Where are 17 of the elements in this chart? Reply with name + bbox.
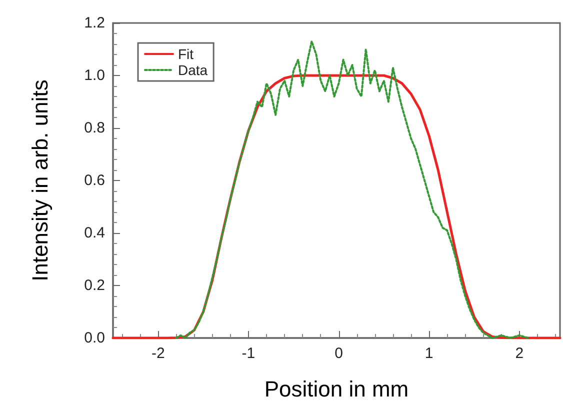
y-tick-label: 0.8 — [84, 120, 105, 136]
y-tick-label: 0.6 — [84, 172, 105, 189]
y-axis-title: Intensity in arb. units — [28, 80, 52, 282]
x-tick-label: -2 — [151, 345, 165, 362]
x-tick-label: 1 — [424, 345, 434, 362]
y-tick-label: 1.2 — [84, 14, 105, 32]
y-tick-label: 0.0 — [84, 330, 105, 346]
x-axis-title: Position in mm — [264, 376, 409, 402]
line-series — [175, 40, 530, 339]
x-tick-label: 0 — [334, 345, 343, 362]
y-tick-label: 0.2 — [84, 277, 105, 294]
x-tick-label: 2 — [515, 345, 524, 362]
x-tick-label: -1 — [242, 345, 256, 362]
legend-label: Data — [178, 62, 208, 78]
y-tick-label: 0.4 — [84, 224, 105, 242]
y-tick-label: 1.0 — [84, 67, 105, 84]
legend-label: Fit — [178, 46, 194, 62]
